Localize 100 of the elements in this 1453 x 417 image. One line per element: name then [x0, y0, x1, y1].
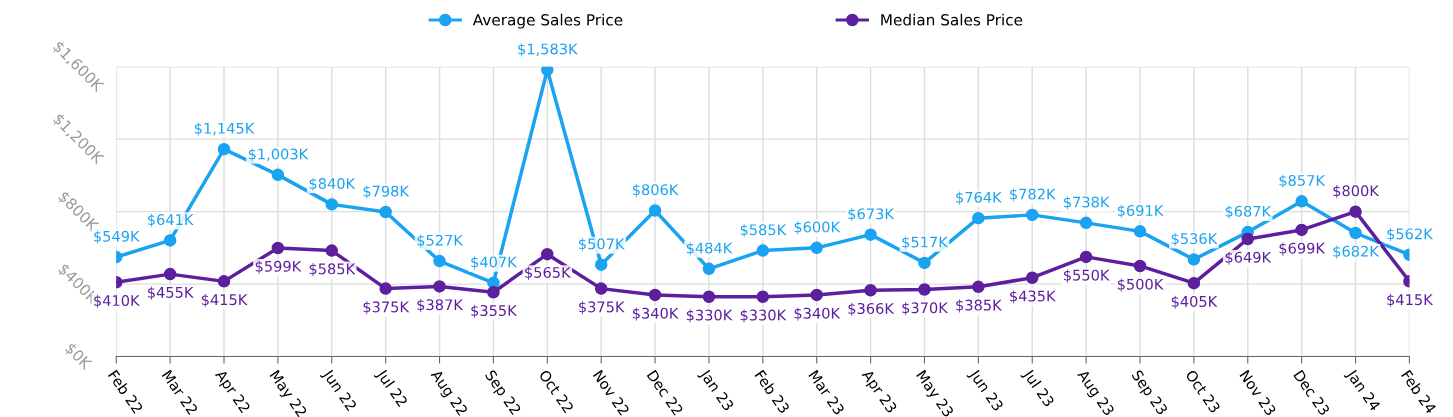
data-label: $355K [471, 304, 518, 318]
data-label: $585K [309, 263, 356, 277]
data-label: $405K [1171, 295, 1218, 309]
point [1187, 276, 1201, 290]
data-label: $1,003K [248, 148, 309, 162]
data-label: $549K [94, 230, 140, 244]
data-label: $1,583K [518, 43, 578, 57]
data-label: $527K [417, 234, 464, 248]
data-label: $340K [632, 307, 679, 321]
point [810, 288, 823, 302]
point [1133, 259, 1147, 273]
data-label: $415K [201, 293, 248, 308]
point [594, 258, 608, 271]
point [163, 267, 177, 281]
data-label: $599K [255, 260, 302, 274]
data-label: $407K [471, 256, 518, 270]
point [1133, 225, 1147, 238]
data-label: $840K [309, 177, 356, 191]
data-label: $330K [740, 309, 787, 323]
point [379, 282, 392, 295]
x-tick-label: Jul 23 [1020, 367, 1055, 409]
data-label: $1,145K [194, 122, 255, 136]
x-tick-label: Apr 22 [212, 368, 251, 415]
x-tick-label: Jul 22 [373, 367, 409, 409]
data-label: $738K [1063, 196, 1110, 210]
data-label: $800K [1333, 185, 1380, 199]
data-label: $370K [902, 302, 949, 316]
point [1295, 195, 1308, 208]
point [1025, 208, 1039, 222]
data-label: $673K [848, 208, 895, 222]
data-label: $536K [1171, 232, 1218, 247]
data-label: $366K [848, 302, 895, 316]
data-label: $857K [1279, 174, 1326, 188]
data-label: $550K [1063, 269, 1110, 283]
point [648, 288, 662, 302]
x-tick-label: Oct 23 [1185, 369, 1221, 414]
point [648, 204, 662, 217]
point [433, 280, 446, 293]
point [379, 205, 392, 219]
point [972, 211, 985, 225]
point [271, 168, 285, 182]
data-label: $484K [686, 242, 733, 256]
data-label: $455K [147, 286, 194, 300]
x-tick-label: Mar 22 [161, 369, 199, 416]
data-label: $375K [363, 301, 410, 315]
point [325, 198, 339, 211]
point [918, 283, 931, 296]
data-label: $798K [363, 185, 410, 199]
point [1349, 226, 1362, 240]
data-label: $435K [1010, 290, 1056, 304]
data-label: $517K [902, 236, 949, 250]
point [702, 290, 716, 304]
x-tick-label: Jan 24 [1343, 367, 1382, 414]
point [810, 241, 823, 255]
point [702, 262, 716, 276]
x-tick-label: Oct 22 [538, 369, 575, 414]
point [541, 247, 554, 261]
data-label: $699K [1279, 242, 1326, 256]
point [594, 282, 608, 295]
point [325, 244, 339, 257]
point [487, 285, 500, 299]
data-label: $585K [740, 223, 787, 238]
point [1025, 271, 1039, 284]
data-label: $641K [147, 213, 194, 228]
data-label: $565K [525, 266, 571, 280]
point [163, 234, 177, 247]
data-label: $600K [794, 221, 841, 235]
point [217, 275, 231, 288]
data-label: $691K [1117, 204, 1164, 218]
data-label: $682K [1333, 245, 1380, 259]
x-tick-label: Jun 22 [319, 367, 358, 413]
x-tick-label: Feb 24 [1400, 369, 1438, 415]
point [1187, 253, 1201, 266]
data-label: $387K [417, 298, 464, 313]
data-label: $340K [794, 307, 841, 321]
legend-label: Average Sales Price [472, 13, 623, 29]
point [1079, 216, 1093, 230]
data-label: $507K [579, 238, 625, 252]
data-label: $782K [1010, 188, 1056, 202]
data-label: $562K [1387, 228, 1434, 242]
point [271, 241, 285, 255]
legend-label: Median Sales Price [881, 13, 1023, 26]
point [756, 290, 770, 304]
x-tick-label: Jun 23 [966, 367, 1004, 414]
point [1295, 223, 1308, 237]
point [972, 280, 985, 294]
data-label: $375K [579, 301, 625, 315]
data-label: $806K [632, 183, 679, 198]
data-label: $385K [956, 299, 1002, 313]
point [756, 244, 770, 257]
point [1349, 205, 1362, 218]
x-tick-label: Feb 23 [754, 369, 791, 414]
point [1241, 232, 1255, 246]
data-label: $764K [956, 191, 1002, 205]
point [864, 228, 877, 241]
data-label: $500K [1117, 278, 1164, 292]
point [217, 142, 231, 156]
data-label: $649K [1225, 251, 1272, 265]
x-tick-label: Jan 23 [697, 367, 735, 413]
point [864, 283, 877, 297]
